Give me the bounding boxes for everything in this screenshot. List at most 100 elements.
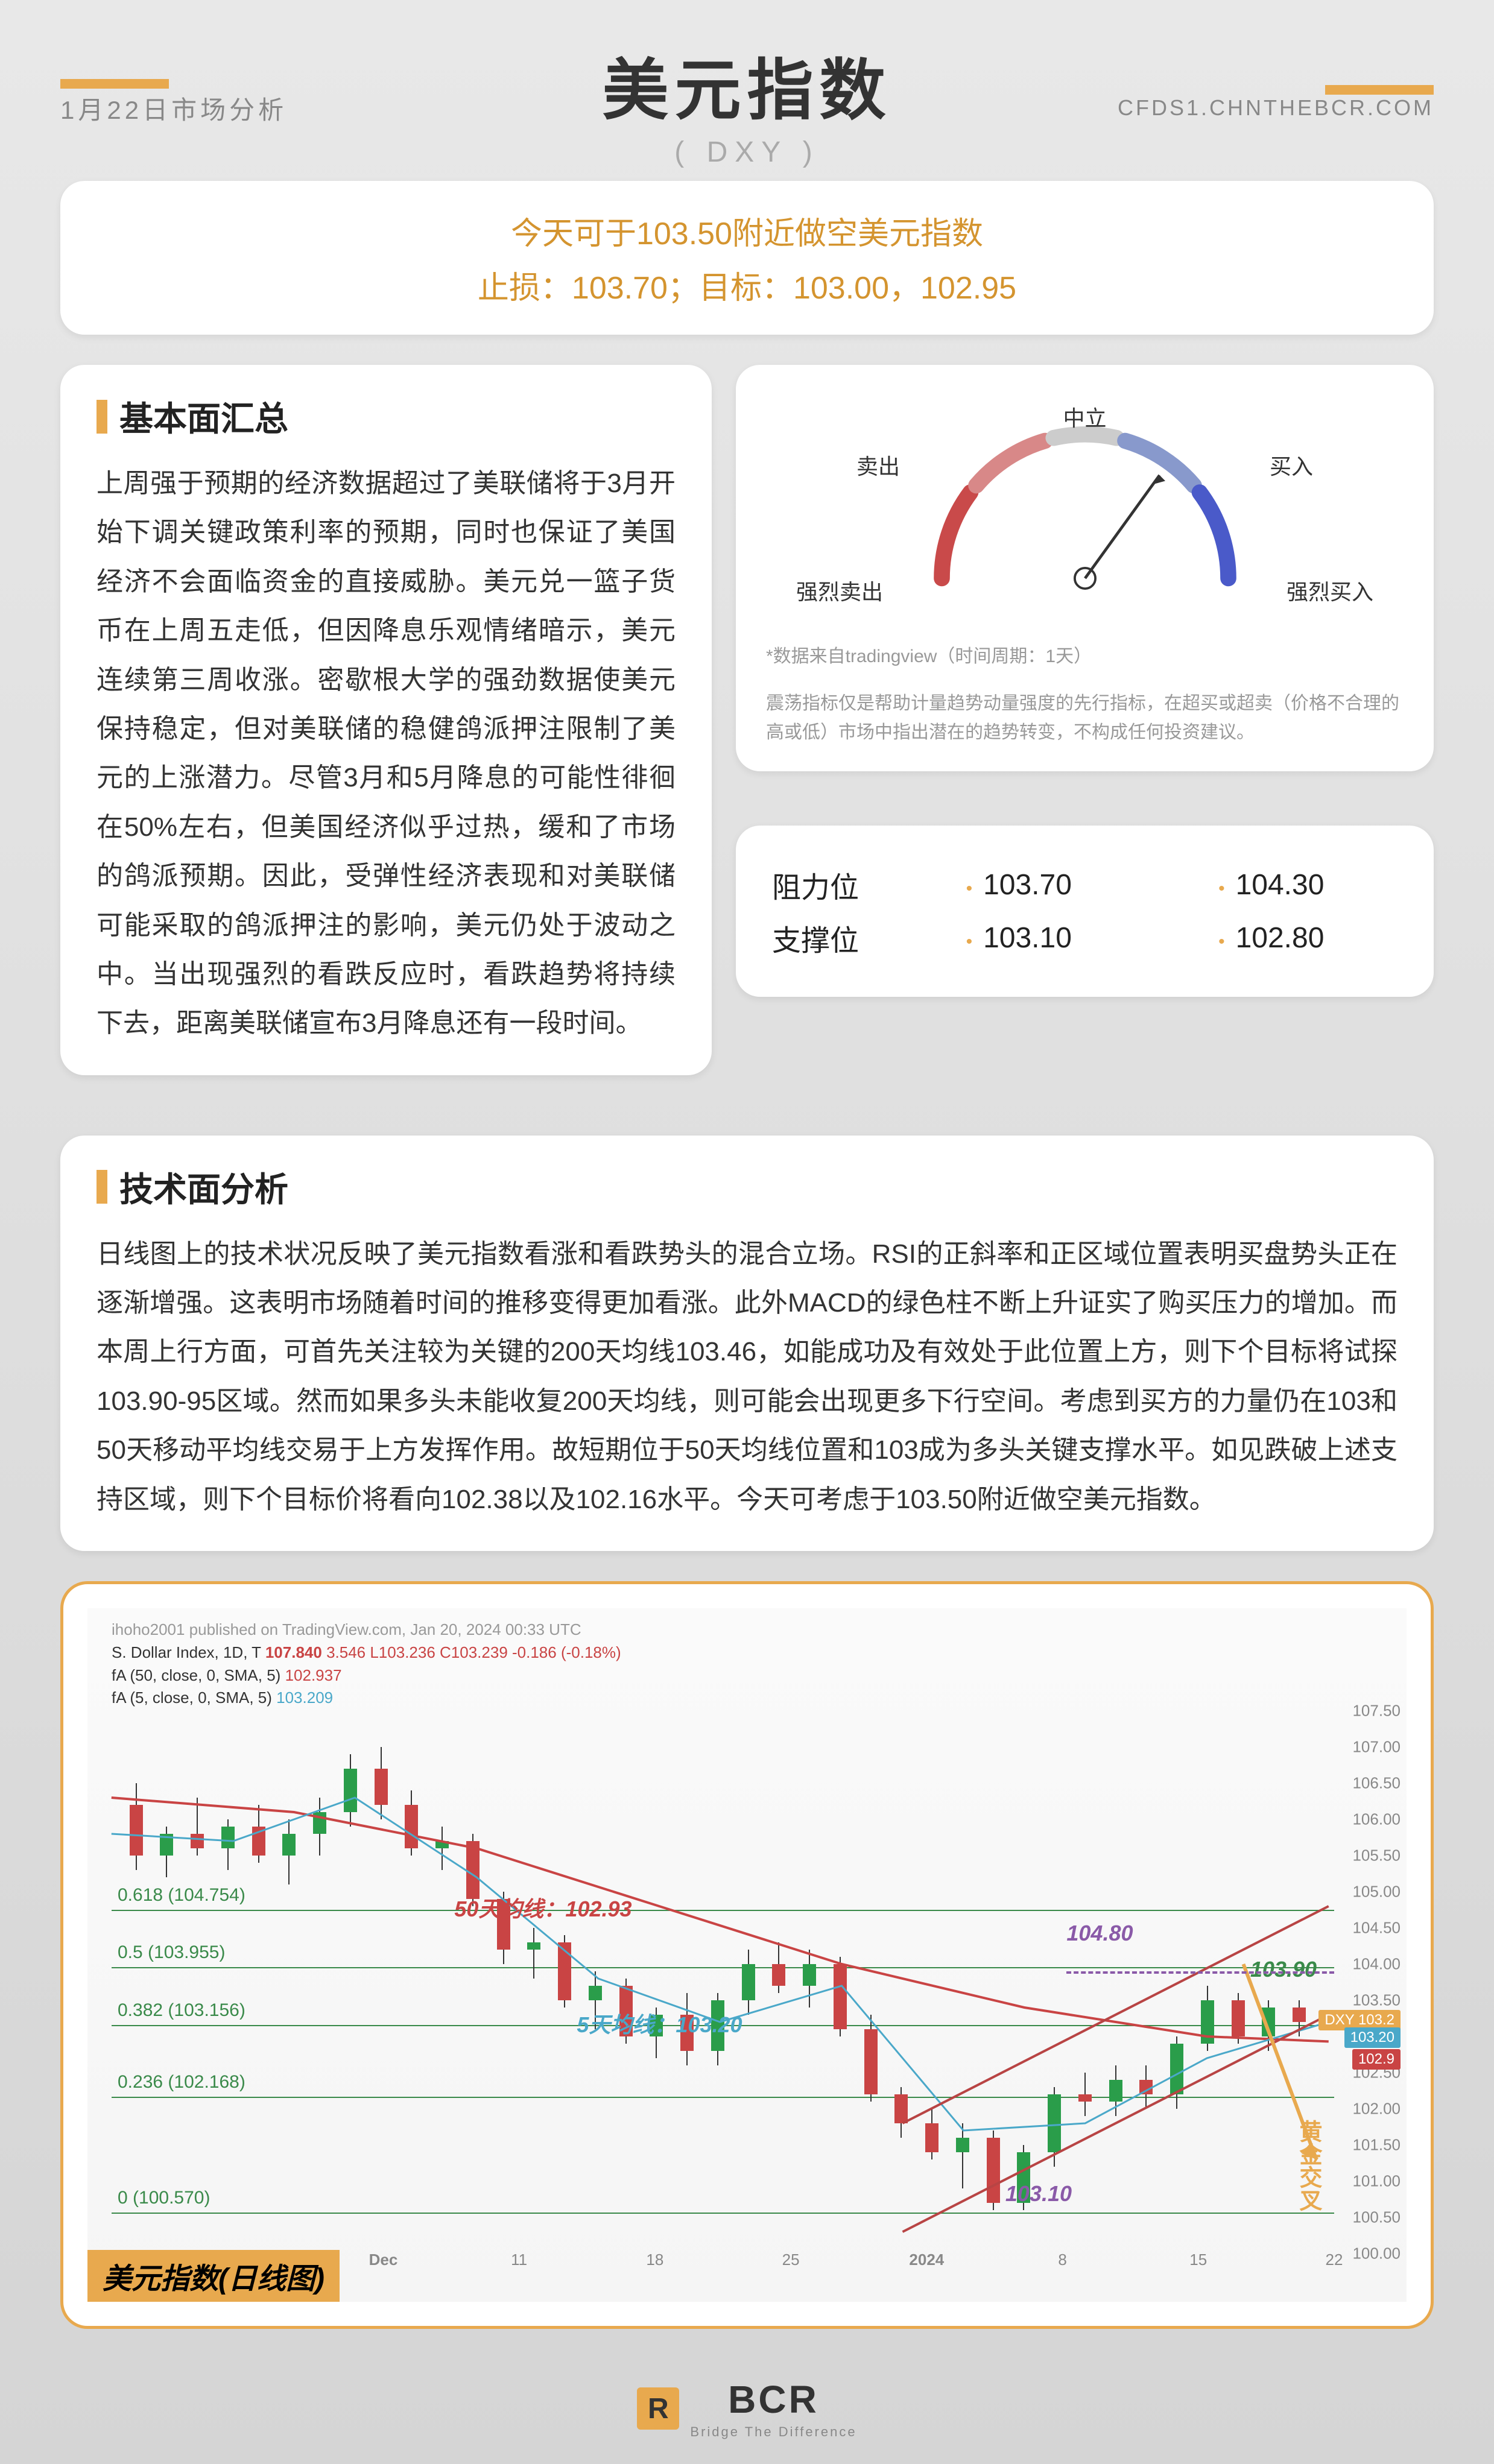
x-tick: Dec <box>369 2251 398 2269</box>
x-tick: 11 <box>511 2251 527 2269</box>
candle <box>191 1798 204 1856</box>
technical-title: 技术面分析 <box>97 1163 1397 1211</box>
gauge-sell-label: 卖出 <box>856 449 900 481</box>
y-tick: 107.00 <box>1352 1738 1401 1757</box>
footer-logo: R BCR Bridge The Difference <box>637 2377 856 2440</box>
chart-info: S. Dollar Index, 1D, T 107.840 3.546 L10… <box>112 1641 621 1708</box>
resistance-label: 阻力位 <box>772 864 893 906</box>
candle <box>252 1805 265 1863</box>
y-tick: 106.00 <box>1352 1810 1401 1829</box>
candle <box>160 1827 173 1877</box>
gauge-note2: 震荡指标仅是帮助计量趋势动量强度的先行指标，在超买或超卖（价格不合理的高或低）市… <box>766 689 1404 747</box>
y-tick: 106.50 <box>1352 1774 1401 1793</box>
candle <box>772 1942 785 1993</box>
candle <box>344 1754 357 1827</box>
candle <box>742 1950 755 2015</box>
header-url: CFDS1.CHNTHEBCR.COM <box>976 95 1434 121</box>
fundamentals-card: 基本面汇总 上周强于预期的经济数据超过了美联储将于3月开始下调关键政策利率的预期… <box>60 365 712 1075</box>
chart-price: 107.840 <box>265 1643 322 1661</box>
candle <box>803 1950 816 2008</box>
y-tick: 105.00 <box>1352 1883 1401 1901</box>
fib-label: 0.382 (103.156) <box>118 2000 245 2021</box>
target-line <box>1066 1971 1334 1974</box>
support-1: 103.10 <box>983 922 1072 954</box>
gauge-note1: *数据来自tradingview（时间周期：1天） <box>766 642 1404 671</box>
chart-credit: ihoho2001 published on TradingView.com, … <box>112 1620 581 1639</box>
fundamentals-body: 上周强于预期的经济数据超过了美联储将于3月开始下调关键政策利率的预期，同时也保证… <box>97 459 676 1048</box>
chart-annotation: 103.90 <box>1250 1957 1317 1982</box>
x-tick: 22 <box>1326 2251 1343 2269</box>
chart-ohlc: 3.546 L103.236 C103.239 -0.186 (-0.18%) <box>326 1643 621 1661</box>
technical-card: 技术面分析 日线图上的技术状况反映了美元指数看涨和看跌势头的混合立场。RSI的正… <box>60 1136 1434 1551</box>
candle <box>956 2123 969 2188</box>
fib-line <box>112 1967 1334 1968</box>
y-tick: 103.50 <box>1352 1991 1401 2010</box>
gauge-card: 强烈卖出 卖出 中立 买入 强烈买入 *数据来自tradingview（时间周期… <box>736 365 1434 771</box>
candle <box>375 1747 388 1819</box>
fib-label: 0 (100.570) <box>118 2188 210 2208</box>
candle <box>1293 2000 1306 2036</box>
logo-icon: R <box>637 2387 679 2430</box>
ma-label: 5天均线：103.20 <box>577 2008 742 2039</box>
candle <box>894 2087 908 2138</box>
candle <box>1109 2065 1122 2116</box>
fib-line <box>112 1910 1334 1911</box>
footer-brand: BCR <box>690 2377 856 2422</box>
fib-label: 0.618 (104.754) <box>118 1885 245 1906</box>
candle <box>282 1819 296 1884</box>
summary-card: 今天可于103.50附近做空美元指数 止损：103.70；目标：103.00，1… <box>60 181 1434 335</box>
x-tick: 25 <box>782 2251 800 2269</box>
resistance-row: 阻力位 •103.70 •104.30 <box>772 864 1397 906</box>
chart-annotation: 103.10 <box>1005 2181 1072 2207</box>
chart-ma50-val: 102.937 <box>285 1666 342 1684</box>
header-accent-left <box>60 79 169 89</box>
fundamentals-title: 基本面汇总 <box>97 392 676 441</box>
x-tick: 2024 <box>909 2251 944 2269</box>
gauge-neutral-label: 中立 <box>1063 401 1106 432</box>
y-tick: 101.00 <box>1352 2172 1401 2191</box>
x-tick: 15 <box>1189 2251 1207 2269</box>
technical-body: 日线图上的技术状况反映了美元指数看涨和看跌势头的混合立场。RSI的正斜率和正区域… <box>97 1230 1397 1524</box>
y-tick: 101.50 <box>1352 2136 1401 2155</box>
candle <box>405 1790 418 1856</box>
candle <box>1201 1986 1214 2051</box>
y-tick: 105.50 <box>1352 1846 1401 1865</box>
y-tick: 107.50 <box>1352 1702 1401 1720</box>
page-subtitle: ( DXY ) <box>518 136 976 169</box>
y-tick: 100.50 <box>1352 2208 1401 2227</box>
gauge-buy-label: 买入 <box>1270 449 1313 481</box>
y-tick: 102.00 <box>1352 2100 1401 2118</box>
support-row: 支撑位 •103.10 •102.80 <box>772 917 1397 959</box>
chart-symbol: S. Dollar Index, 1D, T <box>112 1643 261 1661</box>
fib-line <box>112 2213 1334 2214</box>
candle <box>313 1798 326 1856</box>
y-tick: 104.00 <box>1352 1955 1401 1974</box>
candle <box>221 1819 235 1870</box>
chart-annotation: 104.80 <box>1066 1921 1133 1946</box>
gold-cross-label: 黄金交叉 <box>1292 2120 1325 2211</box>
support-2: 102.80 <box>1236 922 1325 954</box>
levels-card: 阻力位 •103.70 •104.30 支撑位 •103.10 •102.80 <box>736 826 1434 997</box>
gauge-strong-buy-label: 强烈买入 <box>1287 575 1373 606</box>
price-tag: 103.20 <box>1344 2027 1401 2048</box>
resistance-1: 103.70 <box>983 869 1072 901</box>
header-center: 美元指数 ( DXY ) <box>518 36 976 169</box>
chart-ma5-val: 103.209 <box>276 1688 333 1707</box>
candle <box>1048 2087 1061 2167</box>
footer: R BCR Bridge The Difference <box>60 2377 1434 2440</box>
y-tick: 104.50 <box>1352 1919 1401 1938</box>
x-tick: 8 <box>1058 2251 1066 2269</box>
chart-card: ihoho2001 published on TradingView.com, … <box>60 1581 1434 2329</box>
header-accent-right <box>1325 85 1434 95</box>
chart-ma50-info: fA (50, close, 0, SMA, 5) <box>112 1666 280 1684</box>
candle <box>130 1783 143 1870</box>
resistance-2: 104.30 <box>1236 869 1325 901</box>
candle <box>834 1957 847 2036</box>
chart-y-axis: 107.50 107.00 106.50 106.00 105.50 105.00 104.… <box>1340 1651 1401 2254</box>
chart-title-box: 美元指数(日线图) <box>87 2250 340 2302</box>
fib-label: 0.5 (103.955) <box>118 1943 225 1963</box>
support-label: 支撑位 <box>772 917 893 959</box>
candle <box>925 2109 938 2159</box>
header: 1月22日市场分析 美元指数 ( DXY ) CFDS1.CHNTHEBCR.C… <box>60 36 1434 169</box>
candle <box>1139 2065 1153 2109</box>
